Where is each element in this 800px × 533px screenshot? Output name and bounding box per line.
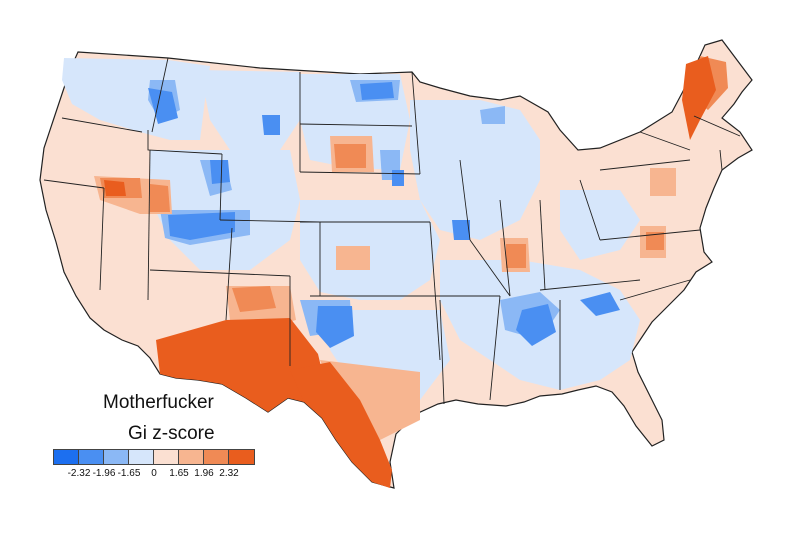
legend-swatch (179, 450, 204, 464)
legend-swatch (229, 450, 254, 464)
legend-label: 1.96 (194, 468, 214, 479)
legend-swatch (79, 450, 104, 464)
cold-strong-regions (148, 82, 620, 348)
legend-color-bar (53, 449, 255, 465)
legend-label: 0 (151, 468, 157, 479)
legend-swatch (129, 450, 154, 464)
state-borders (43, 57, 741, 405)
legend-label: 2.32 (219, 468, 239, 479)
legend-swatch (154, 450, 179, 464)
map-title: Motherfucker (103, 392, 214, 413)
legend-swatch (54, 450, 79, 464)
legend-label: -1.65 (117, 468, 141, 479)
legend-swatch (104, 450, 129, 464)
map-subtitle: Gi z-score (128, 423, 215, 444)
legend-label: -1.96 (92, 468, 116, 479)
legend-label: 1.65 (169, 468, 189, 479)
legend-label: -2.32 (67, 468, 91, 479)
legend-swatch (204, 450, 229, 464)
hot-strong-regions (104, 56, 716, 488)
